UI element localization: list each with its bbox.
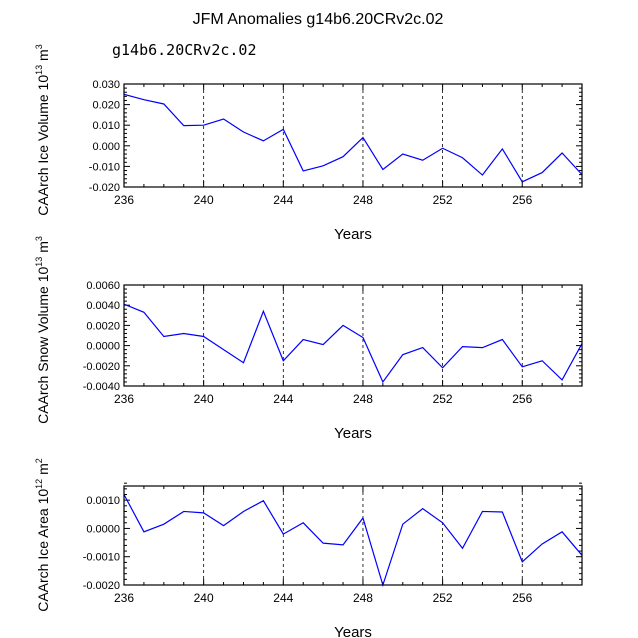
panel-2-x-tick-label-240: 240	[194, 591, 214, 605]
panel-0-x-tick-label-256: 256	[512, 193, 532, 207]
panel-0-y-tick-label-4: 0.020	[92, 100, 120, 112]
panel-1-x-tick-label-256: 256	[512, 392, 532, 406]
chart-title: JFM Anomalies g14b6.20CRv2c.02	[193, 11, 444, 28]
panel-0-y-tick-label-3: 0.010	[92, 120, 120, 132]
panel-0-series-line-0	[123, 93, 583, 183]
panel-0-x-tick-label-248: 248	[353, 193, 373, 207]
panel-1-y-tick-label-0: -0.0040	[83, 381, 120, 393]
panel-1-series-line-0	[123, 303, 583, 384]
series-legend-label: g14b6.20CRv2c.02	[112, 41, 257, 59]
panel-1-y-tick-label-4: 0.0040	[86, 300, 120, 312]
panel-1-y-tick-label-1: -0.0020	[83, 361, 120, 373]
panel-1-x-tick-label-248: 248	[353, 392, 373, 406]
ice-volume-panel: 236 240 244 248 252 256 -0.020 -0.010 0.000 0.010…	[34, 44, 583, 243]
panel-2-x-tick-label-252: 252	[433, 591, 453, 605]
panel-1-x-axis-label: Years	[334, 425, 372, 442]
panel-2-x-axis-label: Years	[334, 624, 372, 638]
panel-1-x-tick-label-240: 240	[194, 392, 214, 406]
panel-1-x-tick-label-252: 252	[433, 392, 453, 406]
panel-0-x-tick-label-240: 240	[194, 193, 214, 207]
panel-1-y-axis-label: CAArch Snow Volume 1013 m3	[34, 236, 51, 424]
panel-0-y-tick-label-5: 0.030	[92, 79, 120, 91]
panel-1-x-tick-label-244: 244	[273, 392, 293, 406]
panel-0-x-axis-label: Years	[334, 226, 372, 243]
panel-2-x-tick-label-244: 244	[273, 591, 293, 605]
panel-0-x-tick-label-252: 252	[433, 193, 453, 207]
panel-1-y-tick-label-2: 0.0000	[86, 341, 120, 353]
snow-volume-panel: 236 240 244 248 252 256 -0.0040 -0.0020 0.0000 0.…	[34, 236, 583, 442]
panel-2-y-tick-label-3: 0.0010	[86, 495, 120, 507]
ice-area-panel: 236 240 244 248 252 256 -0.0020 -0.0010 0.0000 0.…	[34, 458, 583, 638]
panel-0-y-tick-label-2: 0.000	[92, 141, 120, 153]
panel-2-x-tick-label-236: 236	[114, 591, 134, 605]
panel-2-y-axis-label: CAArch Ice Area 1012 m2	[34, 458, 51, 612]
panel-0-x-tick-label-244: 244	[273, 193, 293, 207]
panel-1-y-tick-label-5: 0.0060	[86, 280, 120, 292]
panel-1-plot-frame	[123, 284, 583, 387]
panel-0-plot-frame	[123, 83, 583, 188]
panel-0-y-tick-label-0: -0.020	[89, 182, 120, 194]
panel-0-y-axis-label: CAArch Ice Volume 1013 m3	[34, 44, 51, 215]
panel-2-y-tick-label-0: -0.0020	[83, 580, 120, 592]
panel-2-y-tick-label-1: -0.0010	[83, 552, 120, 564]
panel-1-y-tick-label-3: 0.0020	[86, 320, 120, 332]
panel-2-x-tick-label-256: 256	[512, 591, 532, 605]
panel-1-x-tick-label-236: 236	[114, 392, 134, 406]
panel-2-plot-frame	[123, 485, 583, 586]
panel-0-x-tick-label-236: 236	[114, 193, 134, 207]
panel-2-y-tick-label-2: 0.0000	[86, 523, 120, 535]
panel-2-x-tick-label-248: 248	[353, 591, 373, 605]
panel-2-series-line-0	[123, 494, 583, 588]
panel-0-y-tick-label-1: -0.010	[89, 161, 120, 173]
